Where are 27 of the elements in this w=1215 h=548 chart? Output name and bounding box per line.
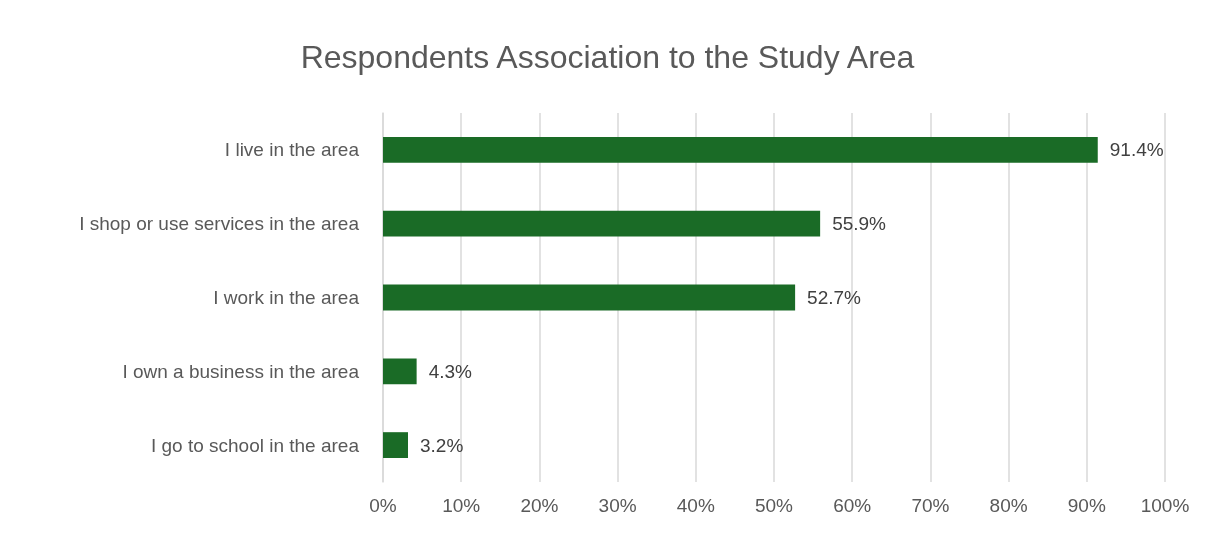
- y-tick-label: I shop or use services in the area: [79, 213, 360, 235]
- x-tick-label: 100%: [1140, 495, 1190, 516]
- x-tick-label: 70%: [911, 495, 950, 516]
- x-tick-label: 60%: [833, 495, 872, 516]
- x-tick-label: 40%: [676, 495, 715, 516]
- chart-title: Respondents Association to the Study Area: [300, 39, 915, 75]
- bar: [383, 358, 417, 385]
- data-label: 52.7%: [807, 287, 862, 308]
- y-tick-label: I live in the area: [224, 139, 360, 161]
- y-tick-label: I own a business in the area: [122, 360, 360, 382]
- x-tick-label: 80%: [989, 495, 1028, 516]
- bar: [383, 210, 821, 237]
- x-tick-label: 50%: [754, 495, 794, 516]
- y-tick-label: I work in the area: [213, 287, 360, 308]
- x-tick-label: 10%: [442, 495, 481, 516]
- bar: [383, 136, 1098, 163]
- x-tick-label: 0%: [369, 495, 397, 516]
- bar: [383, 432, 409, 459]
- x-tick-label: 30%: [598, 495, 637, 516]
- data-label: 3.2%: [420, 434, 464, 456]
- data-label: 4.3%: [428, 360, 473, 382]
- x-tick-label: 90%: [1067, 495, 1106, 516]
- y-tick-label: I go to school in the area: [150, 434, 360, 456]
- bar: [383, 284, 796, 311]
- x-tick-label: 20%: [520, 495, 559, 516]
- data-label: 91.4%: [1109, 139, 1164, 161]
- data-label: 55.9%: [832, 213, 887, 235]
